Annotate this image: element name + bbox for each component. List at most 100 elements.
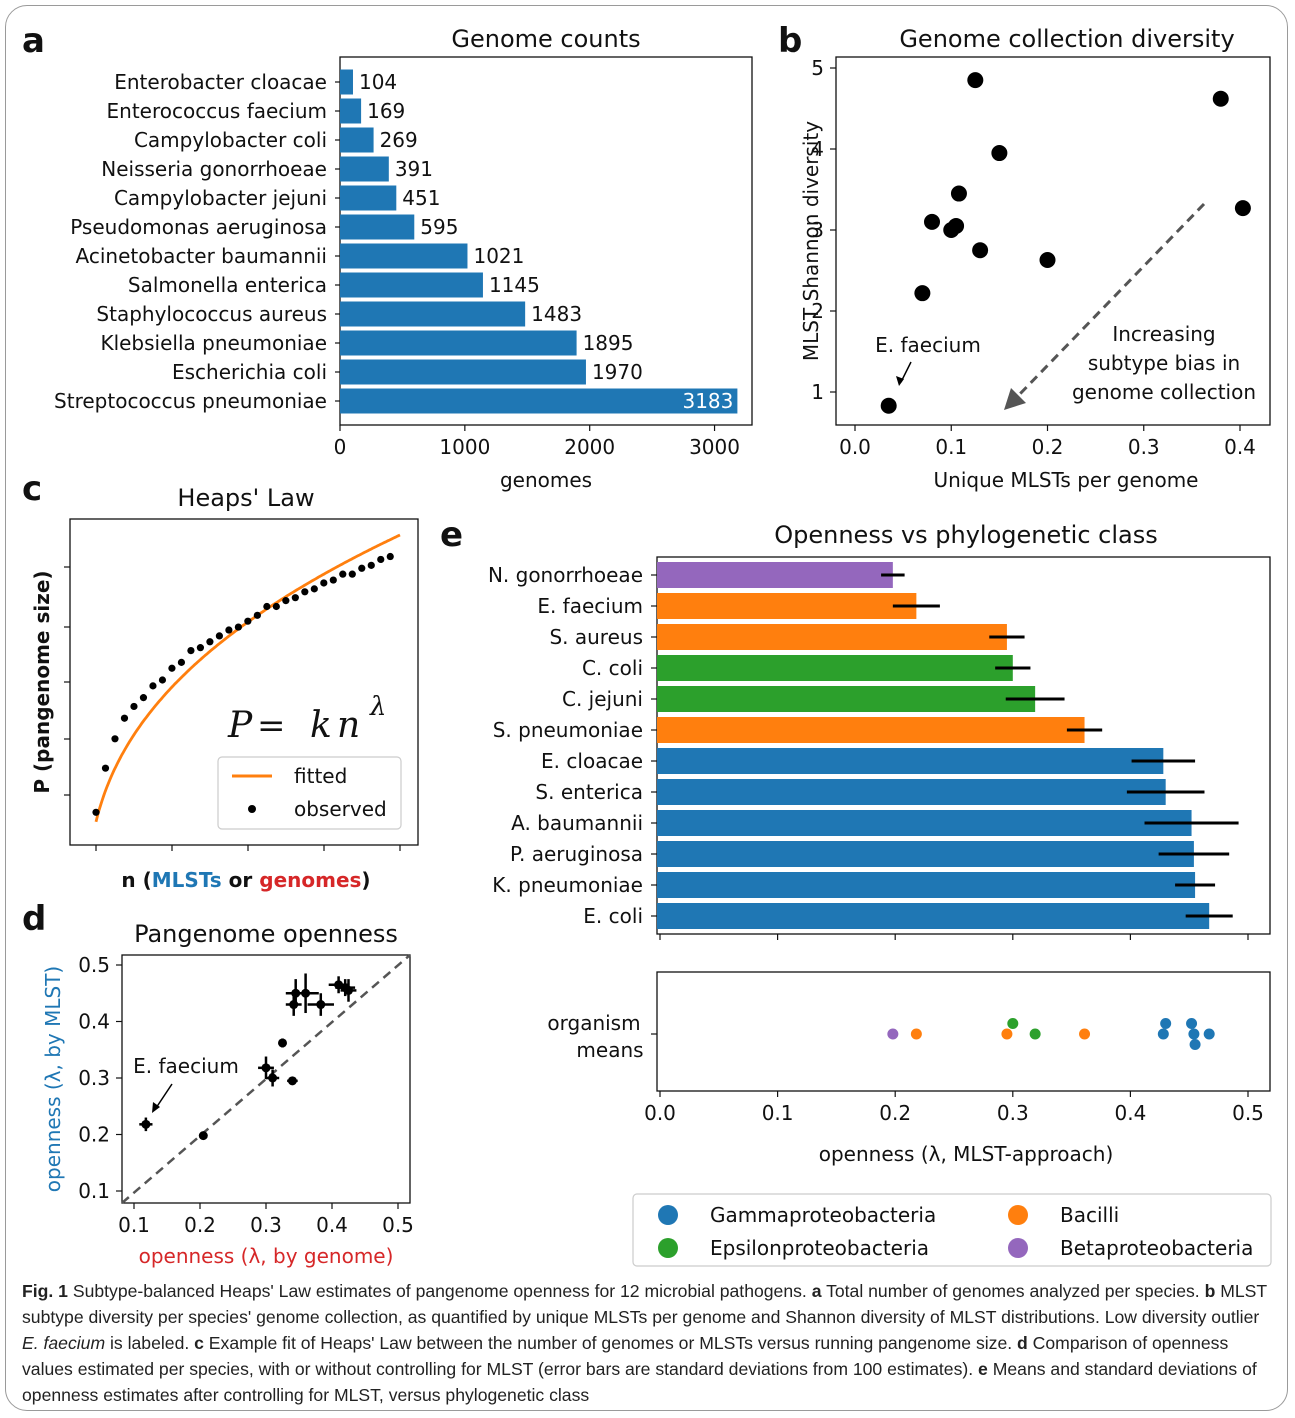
panel-b-point [991, 145, 1008, 162]
panel-a-category-label: Klebsiella pneumoniae [100, 331, 327, 355]
panel-a-value-label: 269 [380, 128, 418, 152]
panel-c-formula-lhs: P [227, 705, 253, 746]
caption-c-text: Example fit of Heaps' Law between the nu… [203, 1333, 1018, 1353]
panel-e-letter: e [440, 515, 463, 555]
panel-e-xtick-label: 0.1 [762, 1101, 794, 1125]
caption-d-text: Comparison of openness values estimated … [22, 1333, 1229, 1379]
panel-e-title: Openness vs phylogenetic class [774, 521, 1158, 549]
panel-e-mean-point [1188, 1028, 1200, 1040]
panel-a-xtick-label: 1000 [439, 435, 490, 459]
panel-b-annotation-arrowhead [896, 376, 904, 386]
panel-e-mean-point [1189, 1039, 1201, 1050]
panel-a-value-label: 391 [395, 157, 433, 181]
class-legend-label: Betaproteobacteria [1060, 1236, 1253, 1260]
panel-e-category-label: C. coli [582, 656, 643, 680]
panel-b-ytick-label: 3 [811, 218, 824, 242]
panel-c-observed-point [111, 735, 119, 743]
panel-b-ytick-label: 5 [811, 56, 824, 80]
panel-e-bar [657, 872, 1196, 898]
class-legend-label: Gammaproteobacteria [710, 1203, 936, 1227]
panel-a-value-label: 1145 [489, 273, 540, 297]
panel-c-xlabel-part: genomes [259, 868, 361, 892]
panel-c-formula-exp: λ [369, 692, 386, 722]
panel-c-observed-point [177, 658, 186, 666]
panel-c-xlabel: n (MLSTs or genomes) [121, 868, 370, 892]
panel-c-formula-n: n [337, 705, 360, 746]
panel-c-observed-point [225, 626, 233, 634]
panel-b-point [948, 217, 965, 234]
panel-a-bar [340, 359, 586, 385]
panel-d-point [287, 1076, 297, 1086]
panel-d-identity-line [121, 954, 411, 1204]
panel-d-ytick-label: 0.4 [78, 1010, 110, 1034]
panel-e-bar [657, 748, 1164, 774]
panel-a-bar [340, 301, 526, 327]
panel-a-category-label: Neisseria gonorrhoeae [101, 157, 327, 181]
panel-e-bar [657, 779, 1166, 805]
panel-c-observed-point [386, 552, 394, 561]
panel-e-xtick-label: 0.2 [879, 1101, 911, 1125]
panel-b-xtick-label: 0.3 [1128, 435, 1160, 459]
panel-a-value-label: 451 [402, 186, 440, 210]
panel-c-observed-point [130, 702, 138, 711]
panel-d-point [278, 1038, 287, 1048]
caption-label: Fig. 1 [22, 1281, 68, 1301]
panel-e-category-label: C. jejuni [562, 687, 643, 711]
panel-c-legend-dot [248, 805, 256, 813]
panel-a-category-label: Streptococcus pneumoniae [54, 389, 327, 413]
panel-c-observed-point [358, 564, 366, 572]
panel-c-observed-point [301, 588, 309, 596]
panel-e-bar-axes [656, 556, 1271, 935]
panel-b-point [880, 397, 897, 414]
caption-e-letter: e [978, 1359, 988, 1379]
figure-caption: Fig. 1 Subtype-balanced Heaps' Law estim… [22, 1278, 1272, 1408]
panel-c-xlabel-part: MLSTs [152, 868, 222, 892]
panel-d-point [141, 1119, 151, 1129]
panel-e-xlabel: openness (λ, MLST-approach) [819, 1142, 1114, 1166]
panel-e-mean-point [887, 1028, 899, 1040]
panel-c-observed-point [348, 570, 356, 578]
panel-e-bar [657, 810, 1192, 836]
panel-d-xtick-label: 0.1 [118, 1213, 150, 1237]
panel-c-observed-point [339, 570, 347, 578]
panel-e-bar [657, 903, 1210, 929]
caption-a-letter: a [811, 1281, 822, 1301]
panel-a-category-label: Campylobacter coli [134, 128, 327, 152]
panel-a-bar [340, 185, 397, 211]
panel-c-observed-point [196, 644, 205, 652]
panel-c-observed-point [263, 602, 271, 611]
panel-b-point [972, 242, 989, 259]
panel-a-category-label: Enterococcus faecium [107, 99, 327, 123]
panel-b-point [924, 213, 940, 230]
panel-a-bar [340, 330, 577, 356]
panel-a-value-label: 1483 [531, 302, 582, 326]
panel-e-category-label: S. pneumoniae [493, 718, 643, 742]
panel-d-point [261, 1063, 271, 1073]
panel-b-title: Genome collection diversity [899, 25, 1234, 53]
panel-a-value-label: 3183 [682, 389, 733, 413]
class-legend-marker [658, 1205, 678, 1225]
panel-a-xlabel: genomes [500, 468, 592, 492]
figure-frame [5, 5, 1288, 1411]
panel-a-value-label: 104 [359, 70, 397, 94]
panel-c-observed-point [158, 676, 167, 684]
caption-c-letter: c [194, 1333, 204, 1353]
panel-a-value-label: 1970 [592, 360, 643, 384]
panel-d-ylabel: openness (λ, by MLST) [41, 966, 65, 1192]
panel-b-ytick-label: 2 [811, 299, 824, 323]
panel-e-bar [657, 686, 1036, 712]
panel-e-category-label: S. aureus [549, 625, 643, 649]
panel-d-annotation-arrowhead [152, 1102, 160, 1113]
panel-b-point [914, 285, 931, 302]
panel-e-bar [657, 593, 917, 619]
panel-a-value-label: 1021 [473, 244, 524, 268]
panel-c-observed-point [120, 714, 129, 722]
class-legend [632, 1193, 1272, 1267]
caption-b-text2: is labeled. [105, 1333, 195, 1353]
panel-a-value-label: 595 [420, 215, 458, 239]
panel-e-mean-point [1007, 1018, 1019, 1029]
panel-d-annotation-label: E. faecium [133, 1054, 239, 1078]
panel-a-bar [340, 127, 374, 153]
panel-d-point [316, 1000, 326, 1010]
